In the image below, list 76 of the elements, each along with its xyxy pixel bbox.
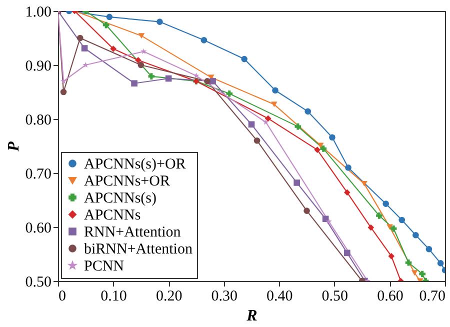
- point: [60, 88, 67, 96]
- point: [135, 56, 142, 64]
- point: [294, 180, 300, 186]
- point: [386, 224, 393, 230]
- x-tick-label: 0.10: [100, 288, 127, 304]
- point: [165, 75, 172, 82]
- point: [412, 232, 419, 238]
- y-axis-title: P: [5, 141, 22, 152]
- point: [262, 119, 269, 125]
- point: [254, 137, 260, 144]
- point: [304, 108, 312, 115]
- point: [361, 181, 368, 187]
- point: [426, 246, 432, 252]
- point: [390, 225, 397, 232]
- x-tick-label: 0.30: [211, 288, 238, 304]
- point: [81, 45, 88, 52]
- point: [398, 216, 406, 224]
- point: [60, 78, 67, 84]
- point: [226, 90, 233, 97]
- y-tick-label: 0.90: [25, 58, 52, 74]
- point: [405, 259, 412, 266]
- point: [210, 78, 216, 84]
- legend-label: biRNN+Attention: [84, 242, 193, 258]
- point: [344, 250, 350, 256]
- point: [376, 212, 382, 219]
- point: [110, 46, 116, 52]
- legend-label: PCNN: [84, 258, 124, 274]
- point: [419, 270, 426, 278]
- x-tick-label: 0.70: [419, 288, 446, 304]
- point: [76, 34, 84, 42]
- legend-label: RNN+Attention: [84, 224, 182, 240]
- x-tick-label: 0: [58, 288, 66, 304]
- y-tick-label: 0.70: [25, 166, 52, 182]
- x-tick-label: 0.50: [322, 288, 348, 304]
- point: [314, 146, 320, 153]
- point: [148, 73, 155, 80]
- point: [388, 253, 395, 260]
- point: [102, 22, 110, 28]
- point: [411, 270, 418, 276]
- point: [326, 218, 332, 224]
- point: [200, 37, 208, 44]
- point: [320, 146, 327, 152]
- point: [368, 224, 374, 231]
- point: [193, 72, 200, 78]
- point: [272, 87, 278, 94]
- point: [138, 33, 145, 39]
- point: [382, 200, 390, 207]
- y-tick-label: 1.00: [25, 4, 52, 20]
- y-tick-label: 0.60: [25, 220, 52, 236]
- point: [204, 78, 210, 84]
- point: [304, 208, 310, 214]
- point: [131, 80, 138, 87]
- point: [294, 123, 302, 130]
- y-tick-label: 0.80: [25, 112, 52, 128]
- x-tick-label: 0.60: [377, 288, 404, 304]
- point: [271, 102, 278, 108]
- legend-label: APCNNs(s)+OR: [84, 156, 186, 172]
- x-tick-label: 0.40: [266, 288, 293, 304]
- point: [106, 14, 113, 20]
- point: [156, 18, 163, 25]
- point: [329, 134, 336, 141]
- point: [264, 115, 272, 122]
- point: [138, 62, 144, 68]
- point: [345, 164, 352, 171]
- point: [344, 189, 350, 196]
- point: [437, 260, 444, 266]
- point: [241, 56, 248, 62]
- legend-label: APCNNs(s): [84, 190, 157, 206]
- legend-label: APCNNs+OR: [84, 174, 170, 190]
- point: [140, 48, 147, 54]
- x-axis-title: R: [246, 308, 258, 324]
- legend-label: APCNNs: [84, 208, 141, 224]
- point: [248, 121, 255, 128]
- x-tick-label: 0.20: [156, 288, 182, 304]
- y-tick-label: 0.50: [25, 274, 52, 290]
- point: [317, 142, 324, 148]
